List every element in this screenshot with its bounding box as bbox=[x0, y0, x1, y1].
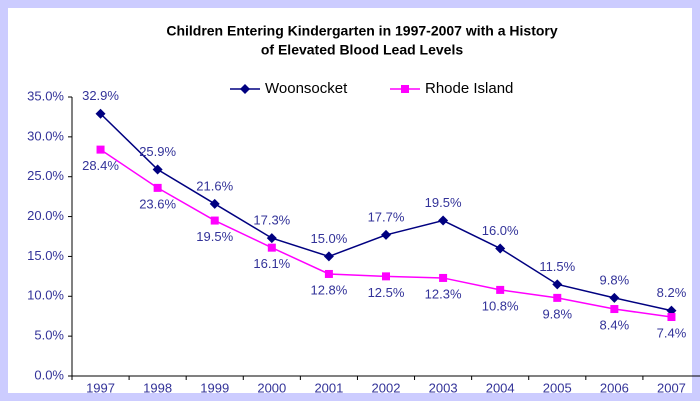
legend-marker bbox=[240, 84, 250, 94]
x-tick-label: 2007 bbox=[657, 380, 686, 395]
data-label: 12.3% bbox=[425, 286, 462, 301]
data-label: 9.8% bbox=[600, 272, 630, 287]
data-label: 19.5% bbox=[425, 195, 462, 210]
y-tick-label: 30.0% bbox=[27, 128, 64, 143]
data-label: 28.4% bbox=[82, 158, 119, 173]
marker bbox=[439, 273, 448, 282]
y-tick-label: 20.0% bbox=[27, 208, 64, 223]
x-tick-label: 1997 bbox=[86, 380, 115, 395]
marker bbox=[552, 279, 563, 290]
marker bbox=[153, 183, 162, 192]
marker bbox=[152, 164, 163, 175]
marker bbox=[210, 216, 219, 225]
y-tick-label: 5.0% bbox=[34, 328, 64, 343]
data-label: 32.9% bbox=[82, 88, 119, 103]
data-label: 10.8% bbox=[482, 298, 519, 313]
data-label: 8.4% bbox=[600, 317, 630, 332]
x-tick-label: 2003 bbox=[429, 380, 458, 395]
y-tick-label: 0.0% bbox=[34, 367, 64, 382]
y-tick-label: 35.0% bbox=[27, 88, 64, 103]
data-label: 25.9% bbox=[139, 144, 176, 159]
data-label: 21.6% bbox=[196, 178, 233, 193]
marker bbox=[495, 243, 506, 254]
marker bbox=[381, 229, 391, 240]
chart-title-line2: of Elevated Blood Lead Levels bbox=[261, 42, 463, 58]
x-tick-label: 2005 bbox=[543, 380, 572, 395]
marker bbox=[610, 305, 619, 314]
data-label: 11.5% bbox=[539, 259, 575, 274]
legend-label: Woonsocket bbox=[265, 80, 348, 97]
y-tick-label: 15.0% bbox=[27, 248, 64, 263]
x-tick-label: 2000 bbox=[257, 380, 286, 395]
x-tick-label: 2004 bbox=[486, 380, 515, 395]
data-label: 23.6% bbox=[139, 196, 176, 211]
y-tick-label: 10.0% bbox=[27, 288, 64, 303]
marker bbox=[382, 272, 390, 281]
marker bbox=[266, 233, 277, 244]
marker bbox=[267, 243, 276, 252]
chart-area bbox=[8, 8, 692, 393]
data-label: 12.5% bbox=[368, 285, 405, 300]
marker bbox=[95, 108, 106, 119]
data-label: 12.8% bbox=[310, 282, 347, 297]
marker bbox=[438, 215, 449, 226]
data-label: 8.2% bbox=[657, 285, 687, 300]
marker bbox=[209, 198, 220, 209]
marker bbox=[96, 145, 105, 154]
x-tick-label: 2001 bbox=[314, 380, 343, 395]
y-tick-label: 25.0% bbox=[27, 168, 64, 183]
marker bbox=[323, 251, 334, 262]
legend-marker bbox=[401, 85, 409, 93]
chart-title: Children Entering Kindergarten in 1997-2… bbox=[166, 23, 558, 39]
marker bbox=[609, 292, 620, 303]
data-label: 16.1% bbox=[253, 256, 290, 271]
marker bbox=[553, 293, 562, 302]
marker bbox=[667, 313, 676, 322]
x-tick-label: 2006 bbox=[600, 380, 629, 395]
x-tick-label: 1998 bbox=[143, 380, 172, 395]
data-label: 17.3% bbox=[253, 213, 290, 228]
marker bbox=[324, 269, 333, 278]
data-label: 16.0% bbox=[482, 223, 519, 238]
data-label: 7.4% bbox=[657, 325, 687, 340]
data-label: 19.5% bbox=[196, 229, 233, 244]
data-label: 17.7% bbox=[368, 209, 405, 224]
x-tick-label: 2002 bbox=[372, 380, 401, 395]
legend-label: Rhode Island bbox=[425, 80, 513, 97]
data-label: 9.8% bbox=[542, 306, 572, 321]
marker bbox=[496, 285, 505, 294]
x-tick-label: 1999 bbox=[200, 380, 229, 395]
data-label: 15.0% bbox=[310, 231, 347, 246]
